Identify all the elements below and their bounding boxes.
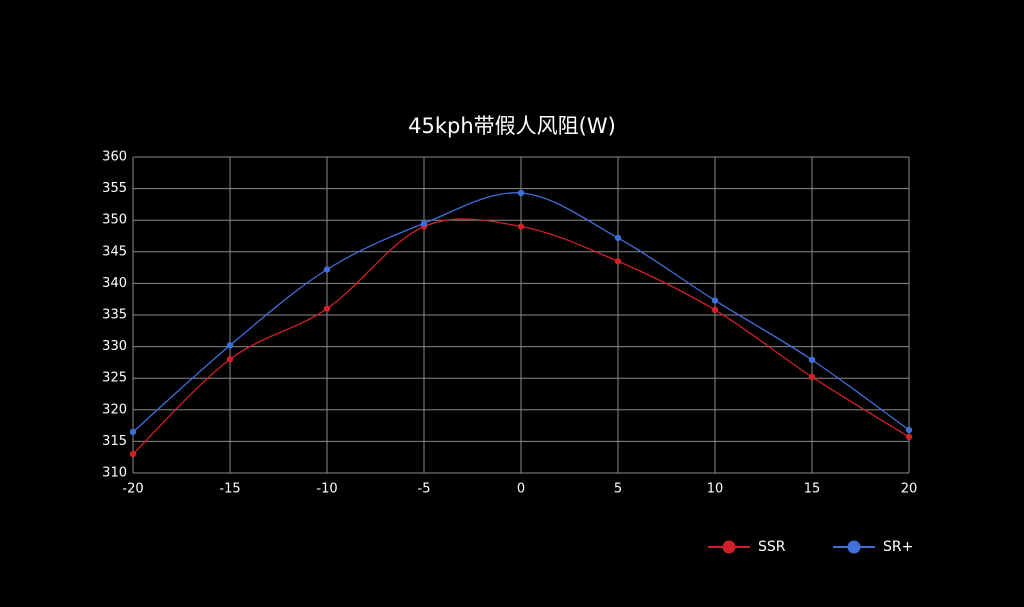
x-tick-label: 10 bbox=[707, 482, 724, 497]
y-tick-label: 320 bbox=[102, 402, 127, 417]
x-tick-label: 15 bbox=[804, 482, 821, 497]
data-point bbox=[517, 223, 525, 230]
y-tick-label: 355 bbox=[102, 181, 127, 196]
chart-title: 45kph带假人风阻(W) bbox=[408, 114, 616, 138]
data-point bbox=[905, 426, 913, 434]
data-point bbox=[808, 356, 816, 364]
y-tick-label: 345 bbox=[102, 244, 127, 259]
y-tick-label: 310 bbox=[102, 466, 127, 481]
legend-marker bbox=[722, 540, 736, 554]
y-tick-label: 350 bbox=[102, 213, 127, 228]
data-point bbox=[420, 220, 428, 227]
data-point bbox=[226, 356, 234, 363]
data-point bbox=[323, 305, 331, 312]
x-tick-label: -20 bbox=[122, 482, 143, 497]
data-point bbox=[614, 234, 622, 242]
data-point bbox=[323, 266, 331, 273]
y-tick-label: 325 bbox=[102, 371, 127, 386]
data-point bbox=[711, 306, 719, 314]
y-tick-label: 340 bbox=[102, 276, 127, 291]
y-tick-label: 335 bbox=[102, 308, 127, 323]
data-point bbox=[517, 189, 525, 197]
x-tick-label: -15 bbox=[219, 482, 240, 497]
x-tick-label: 5 bbox=[614, 482, 622, 497]
data-point bbox=[129, 428, 137, 436]
x-tick-label: 20 bbox=[901, 482, 918, 497]
y-tick-label: 330 bbox=[102, 339, 127, 354]
x-tick-label: -5 bbox=[418, 482, 431, 497]
data-point bbox=[129, 450, 137, 458]
legend-marker bbox=[847, 540, 861, 554]
data-point bbox=[226, 342, 234, 349]
data-point bbox=[905, 433, 913, 441]
y-tick-label: 360 bbox=[102, 150, 127, 165]
data-point bbox=[711, 297, 719, 304]
x-tick-label: -10 bbox=[316, 482, 337, 497]
legend-label: SSR bbox=[758, 539, 786, 555]
x-tick-label: 0 bbox=[517, 482, 525, 497]
y-tick-label: 315 bbox=[102, 434, 127, 449]
data-point bbox=[808, 373, 816, 381]
data-point bbox=[614, 258, 622, 265]
legend-label: SR+ bbox=[883, 539, 913, 555]
